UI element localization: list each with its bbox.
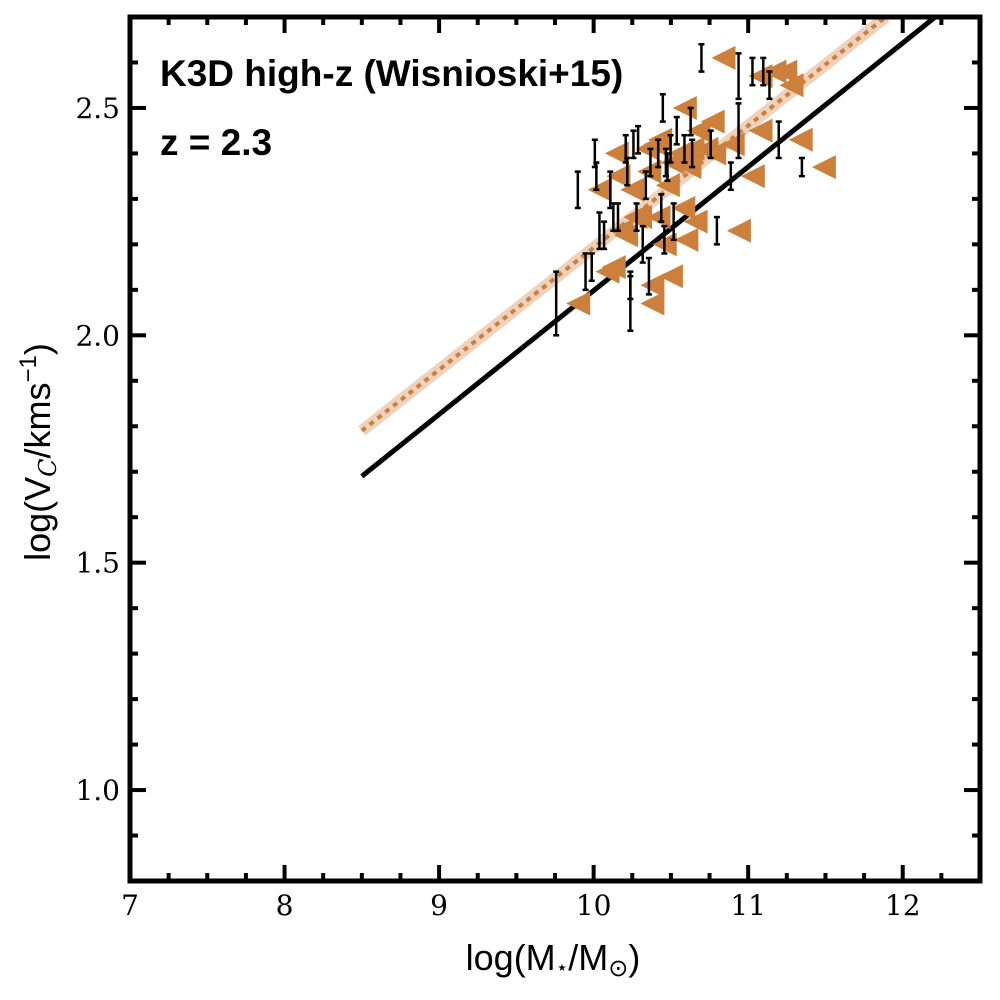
y-label-part: C: [34, 458, 62, 476]
point: [779, 73, 804, 98]
x-tick-label: 7: [121, 889, 139, 922]
y-tick-label: 2.0: [75, 319, 120, 352]
y-axis-label: log(VC/kms−1): [15, 343, 62, 561]
point: [773, 59, 798, 84]
x-label-part: ⊙: [608, 955, 628, 982]
x-tick-label: 10: [576, 889, 612, 922]
y-label-part: log(V: [17, 477, 58, 561]
point: [671, 195, 696, 220]
plot-area: [358, 17, 937, 479]
point: [748, 118, 773, 143]
point: [686, 118, 711, 143]
annotation: z = 2.3: [160, 122, 272, 163]
point: [640, 273, 665, 298]
y-label-part: /kms: [17, 382, 58, 458]
x-tick-label: 11: [730, 889, 766, 922]
x-label-part: ⋆: [556, 957, 569, 979]
annotation: K3D high-z (Wisnioski+15): [160, 53, 623, 94]
x-tick-label: 8: [276, 889, 294, 922]
point: [683, 209, 708, 234]
x-axis-label: log(M⋆/M⊙): [466, 937, 641, 982]
point: [601, 255, 626, 280]
y-tick-label: 2.5: [75, 92, 120, 125]
point: [811, 155, 836, 180]
point: [587, 177, 612, 202]
x-tick-label: 12: [885, 889, 921, 922]
point: [620, 177, 645, 202]
y-tick-label: 1.5: [75, 547, 120, 580]
line: [360, 17, 937, 479]
point: [700, 109, 725, 134]
x-label-part: ): [628, 937, 640, 978]
point: [788, 127, 813, 152]
y-tick-label: 1.0: [75, 774, 120, 807]
x-tick-label: 9: [430, 889, 448, 922]
point: [658, 264, 683, 289]
point: [640, 291, 665, 316]
point: [606, 164, 631, 189]
point: [711, 45, 736, 70]
point: [646, 205, 671, 230]
x-label-part: log(M: [466, 937, 556, 978]
point: [726, 218, 751, 243]
point: [740, 164, 765, 189]
y-label-part: −1: [15, 355, 42, 382]
point: [566, 291, 591, 316]
point: [655, 173, 680, 198]
point: [674, 227, 699, 252]
point: [628, 205, 652, 230]
point: [604, 141, 629, 166]
x-label-part: /M: [568, 937, 608, 978]
point: [614, 223, 639, 248]
y-label-part: ): [17, 343, 58, 355]
point: [702, 141, 727, 166]
